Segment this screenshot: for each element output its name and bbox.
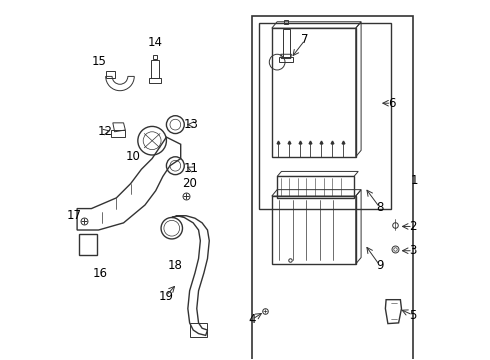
Text: 14: 14 bbox=[147, 36, 163, 49]
Text: 3: 3 bbox=[409, 244, 416, 257]
Text: 11: 11 bbox=[183, 162, 198, 175]
Text: 20: 20 bbox=[182, 177, 197, 190]
Text: 16: 16 bbox=[93, 267, 108, 280]
Text: 5: 5 bbox=[409, 309, 416, 321]
Bar bbox=[252, 16, 413, 360]
Text: 13: 13 bbox=[183, 118, 198, 131]
Text: 6: 6 bbox=[388, 97, 395, 110]
Text: 2: 2 bbox=[409, 220, 416, 233]
Text: 19: 19 bbox=[158, 289, 173, 303]
Text: 9: 9 bbox=[376, 259, 384, 272]
Text: 7: 7 bbox=[301, 33, 309, 46]
Text: 18: 18 bbox=[168, 258, 183, 271]
Text: 15: 15 bbox=[92, 55, 107, 68]
Bar bbox=[259, 23, 392, 208]
Text: 12: 12 bbox=[98, 125, 113, 138]
Text: 8: 8 bbox=[376, 201, 384, 214]
Text: 10: 10 bbox=[126, 150, 141, 163]
Text: 4: 4 bbox=[248, 313, 256, 326]
Text: 17: 17 bbox=[67, 209, 82, 222]
Text: 1: 1 bbox=[411, 174, 418, 186]
